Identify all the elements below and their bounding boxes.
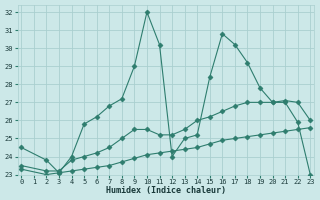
X-axis label: Humidex (Indice chaleur): Humidex (Indice chaleur) [106, 186, 226, 195]
